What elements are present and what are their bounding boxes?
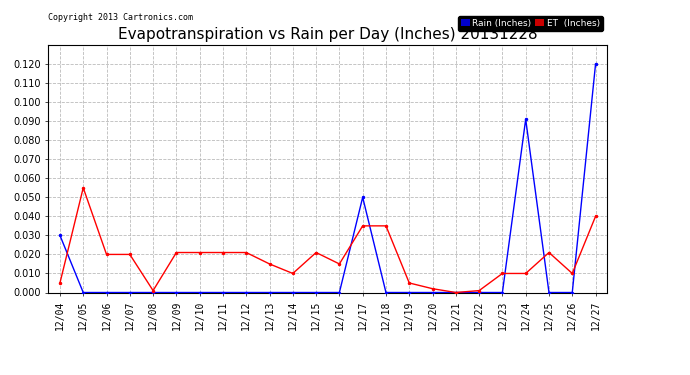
Text: Copyright 2013 Cartronics.com: Copyright 2013 Cartronics.com xyxy=(48,13,193,22)
Title: Evapotranspiration vs Rain per Day (Inches) 20131228: Evapotranspiration vs Rain per Day (Inch… xyxy=(118,27,538,42)
Legend: Rain (Inches), ET  (Inches): Rain (Inches), ET (Inches) xyxy=(458,16,602,30)
